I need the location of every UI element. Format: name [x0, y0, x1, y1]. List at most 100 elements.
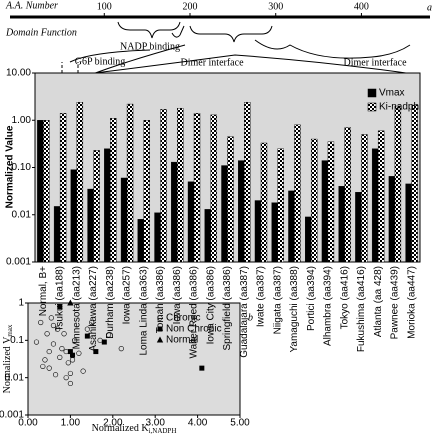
x-tick-label: Alhambra (aa394)	[323, 266, 334, 346]
bar	[160, 109, 167, 263]
y-tick-label: 0.1	[10, 335, 24, 346]
bar	[204, 209, 211, 263]
point	[46, 348, 52, 355]
domain-label: NADP binding	[120, 41, 180, 52]
bar	[277, 148, 284, 263]
bar	[238, 160, 245, 263]
point	[199, 365, 205, 371]
point	[57, 304, 63, 310]
x-tick-label: 5.00	[230, 418, 250, 429]
y-tick-label: 0.001	[6, 257, 31, 268]
bar	[288, 190, 295, 263]
bar	[388, 176, 396, 263]
point	[84, 326, 90, 332]
point	[70, 352, 76, 358]
y-tick-label: 1	[18, 298, 24, 309]
bar	[177, 107, 184, 263]
point	[72, 337, 78, 343]
bar	[221, 165, 228, 263]
x-tick-label: Tomah (aa386)	[155, 266, 166, 333]
point	[61, 331, 67, 337]
bar	[310, 138, 318, 263]
bar	[120, 177, 128, 263]
y-tick-label: 0.01	[12, 209, 32, 220]
bar	[321, 160, 329, 263]
bar	[37, 120, 44, 263]
point	[157, 315, 163, 321]
x-axis-label-sub: i,NADPH	[149, 427, 177, 435]
point	[105, 332, 112, 338]
point	[67, 349, 73, 355]
point	[59, 346, 65, 352]
point	[48, 315, 54, 321]
bar	[126, 103, 134, 263]
bar	[294, 124, 301, 263]
x-tick-label: Iowa City (aa386)	[205, 266, 216, 344]
bar	[371, 148, 379, 263]
bar	[394, 105, 402, 263]
x-tick-label: 300	[268, 1, 283, 12]
y-tick-label: 0.001	[0, 410, 24, 421]
x-tick-label: 3.00	[145, 418, 165, 429]
bar	[187, 181, 195, 263]
x-tick-label: 1.00	[61, 418, 81, 429]
row-label: Domain Function	[5, 27, 77, 38]
y-axis-label: Normalized Value	[5, 125, 16, 208]
x-tick-label: Tokyo (aa416)	[339, 266, 350, 329]
y-axis-label: Normalized Vmax	[2, 324, 13, 393]
point	[57, 354, 63, 360]
point	[63, 375, 69, 381]
x-tick-label: Normal, B+	[38, 266, 49, 316]
bar	[405, 183, 412, 263]
bar	[171, 161, 178, 263]
point	[52, 372, 59, 378]
panel-label: a	[427, 2, 432, 13]
x-tick-label: Iowa (aa386)	[172, 266, 183, 324]
axis-label: A.A. Number	[5, 0, 58, 11]
x-tick-label: Fukushima (aa416)	[356, 266, 367, 352]
x-axis-label-main: Normalized K	[92, 423, 150, 434]
point	[84, 333, 90, 339]
bar	[377, 130, 385, 263]
point	[67, 380, 73, 387]
point	[65, 360, 71, 366]
bar	[327, 141, 335, 263]
x-tick-label: Niigata (aa387)	[272, 266, 283, 334]
point	[55, 326, 61, 332]
bar	[254, 200, 262, 263]
x-tick-label: 100	[97, 1, 112, 12]
point	[42, 357, 48, 363]
bar	[244, 102, 251, 263]
x-tick-label: Iwate (aa387)	[256, 266, 267, 327]
x-tick-label: 200	[183, 1, 198, 12]
point	[88, 319, 95, 326]
point	[38, 319, 44, 326]
bar	[344, 127, 351, 263]
point	[40, 363, 46, 370]
x-tick-label: Atlanta (aa 428)	[373, 266, 384, 337]
y-axis-label-main: Normalized V	[2, 336, 13, 394]
point	[50, 322, 57, 329]
point	[50, 341, 57, 347]
bar	[59, 113, 67, 263]
y-tick-label: 10.00	[6, 68, 31, 79]
legend-label: Chronic	[166, 313, 200, 324]
point	[118, 346, 124, 352]
point	[33, 339, 40, 345]
x-tick-label: Yamaguchi (aa388)	[289, 266, 300, 353]
domain-label: Dimer interface	[343, 57, 407, 68]
bar	[53, 206, 61, 263]
bar	[411, 104, 418, 263]
x-tick-label: 2.00	[103, 418, 123, 429]
panel-label: b	[248, 312, 253, 323]
x-tick-label: Morioka (aa447)	[406, 266, 417, 339]
x-tick-label: Walter Reed (aa386)	[189, 266, 200, 358]
x-axis-label: Normalized Ki,NADPH	[92, 423, 177, 434]
x-tick-label: Durham (aa238)	[105, 266, 116, 339]
x-tick-label: Portici (aa394)	[306, 266, 317, 331]
point	[76, 350, 82, 356]
bar	[260, 142, 268, 263]
x-tick-label: Springfield (aa386)	[222, 266, 233, 351]
domain-label: Dimer interface	[180, 57, 244, 68]
